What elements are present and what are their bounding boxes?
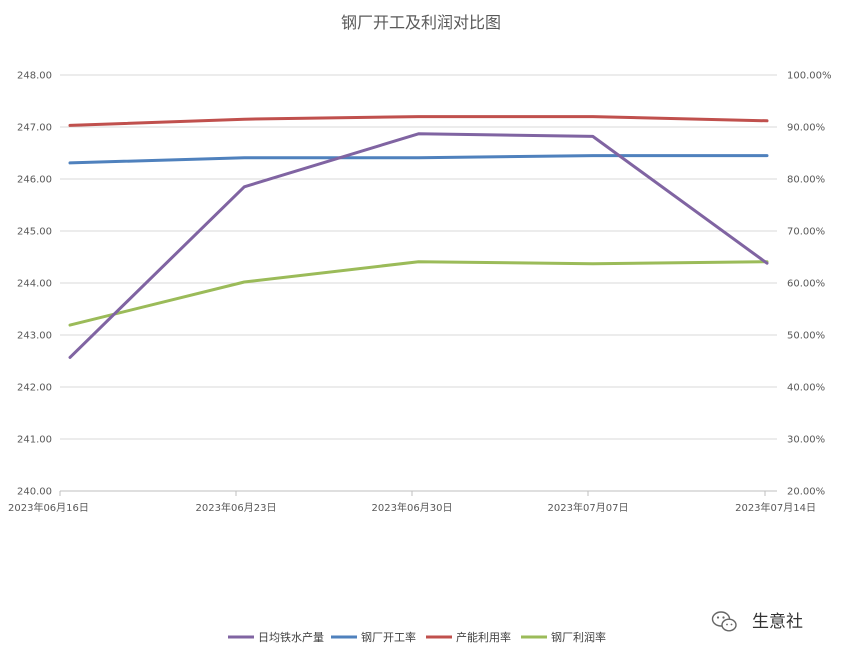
x-axis: 2023年06月16日 2023年06月23日 2023年06月30日 2023年07… [8, 491, 816, 514]
x-tick-label: 2023年06月16日 [8, 501, 89, 514]
left-tick-label: 240.00 [17, 487, 52, 498]
series-line [68, 154, 769, 165]
chart-title: 钢厂开工及利润对比图 [341, 13, 501, 32]
legend-label: 产能利用率 [456, 630, 511, 644]
x-tick-label: 2023年07月14日 [735, 501, 816, 514]
legend-label: 钢厂利润率 [551, 630, 606, 644]
right-tick-label: 100.00% [787, 71, 832, 82]
left-tick-label: 247.00 [17, 123, 52, 134]
right-tick-label: 90.00% [787, 123, 825, 134]
x-tick-label: 2023年06月23日 [196, 501, 277, 514]
right-tick-label: 70.00% [787, 227, 825, 238]
x-tick-label: 2023年06月30日 [372, 501, 453, 514]
series-layer [68, 115, 769, 359]
right-tick-label: 50.00% [787, 331, 825, 342]
left-tick-label: 245.00 [17, 227, 52, 238]
wechat-icon [711, 611, 737, 632]
left-tick-label: 244.00 [17, 279, 52, 290]
left-tick-label: 241.00 [17, 435, 52, 446]
right-tick-label: 60.00% [787, 279, 825, 290]
left-tick-label: 242.00 [17, 383, 52, 394]
series-line [68, 260, 769, 327]
legend-label: 日均铁水产量 [258, 630, 324, 644]
x-tick-label: 2023年07月07日 [548, 501, 629, 514]
watermark-text: 生意社 [752, 612, 803, 632]
left-axis-ticks: 240.00 241.00 242.00 243.00 244.00 245.00 246.… [17, 71, 52, 498]
left-tick-label: 246.00 [17, 175, 52, 186]
legend-label: 钢厂开工率 [361, 630, 416, 644]
right-tick-label: 20.00% [787, 487, 825, 498]
right-tick-label: 40.00% [787, 383, 825, 394]
right-axis-ticks: 20.00% 30.00% 40.00% 50.00% 60.00% 70.00% 80.0… [787, 71, 832, 498]
series-line [68, 115, 769, 127]
watermark: 生意社 [711, 611, 803, 632]
left-tick-label: 243.00 [17, 331, 52, 342]
gridlines [60, 74, 777, 492]
legend: 日均铁水产量 钢厂开工率 产能利用率 钢厂利润率 [228, 630, 606, 644]
series-line [68, 132, 769, 359]
right-tick-label: 30.00% [787, 435, 825, 446]
left-tick-label: 248.00 [17, 71, 52, 82]
right-tick-label: 80.00% [787, 175, 825, 186]
